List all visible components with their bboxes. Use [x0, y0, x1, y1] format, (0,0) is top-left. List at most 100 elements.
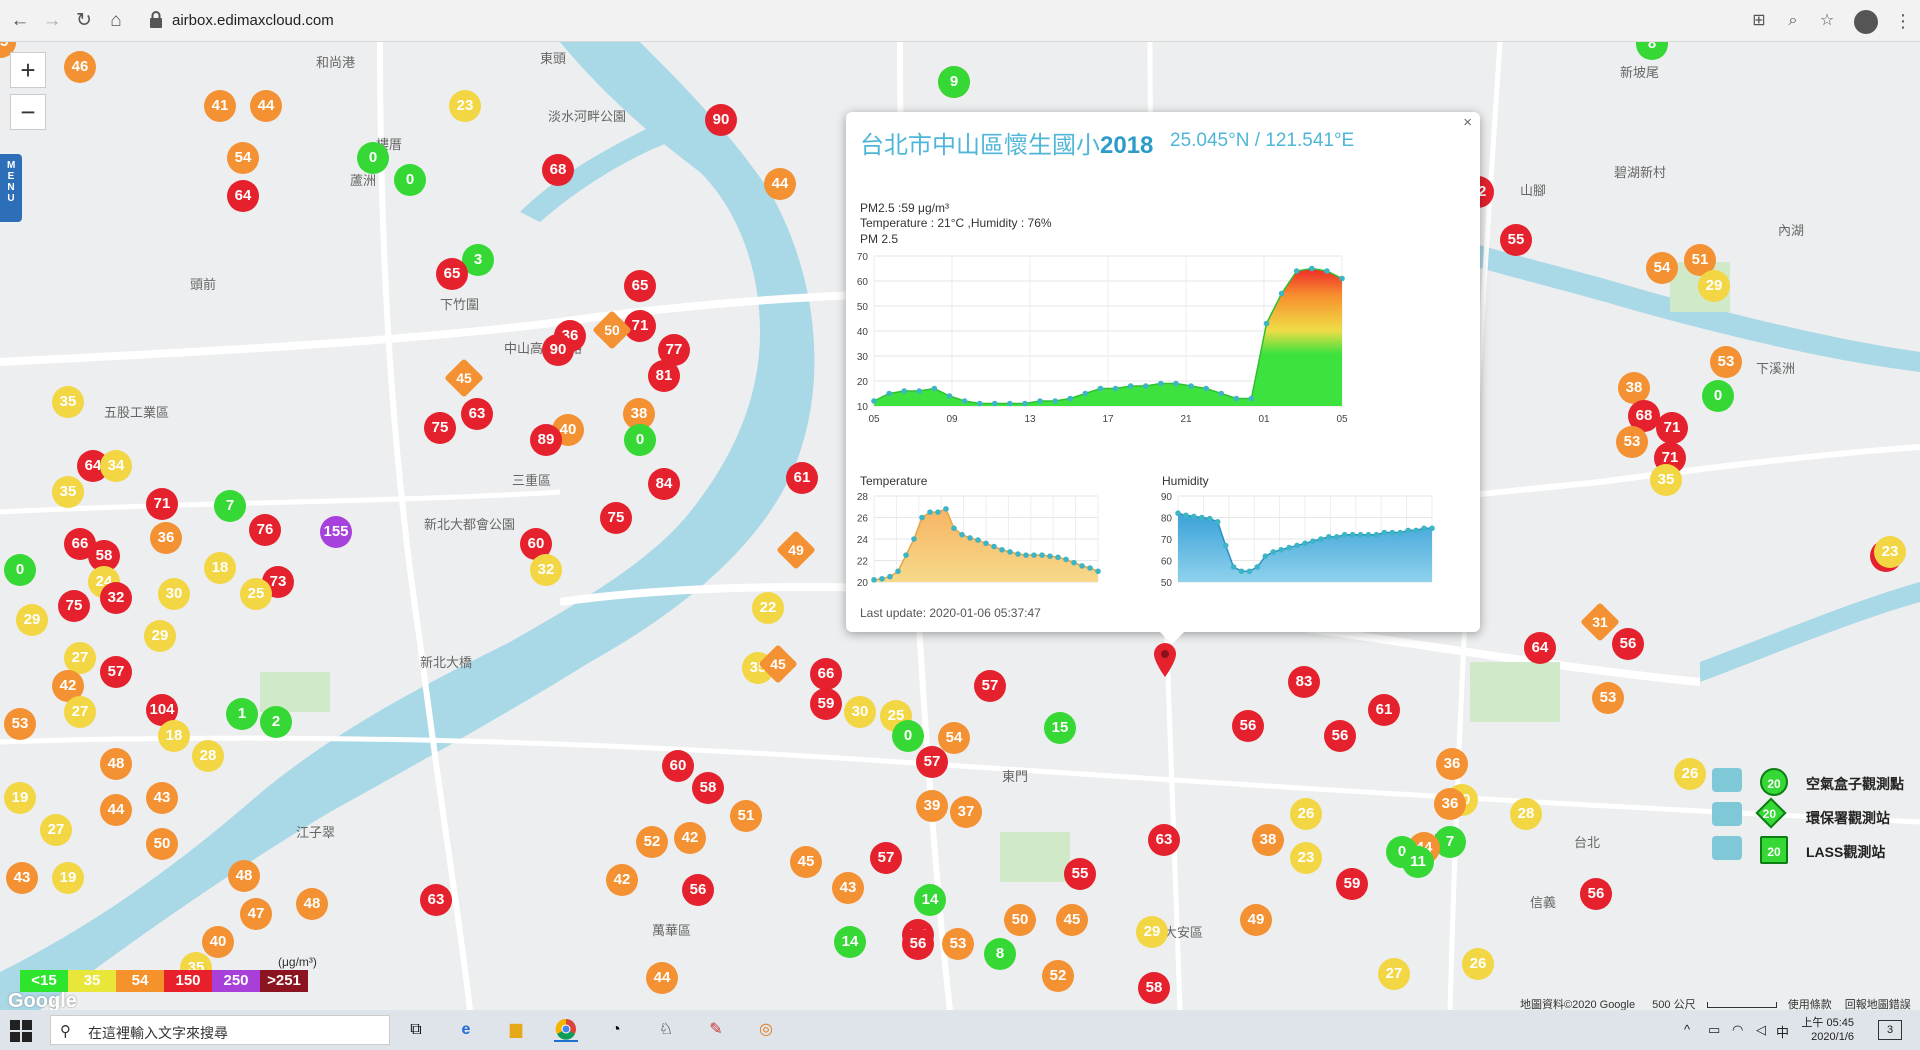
station-marker[interactable]: 44	[646, 962, 678, 994]
blender-icon[interactable]: ◎	[759, 1021, 773, 1038]
station-marker[interactable]: 30	[844, 696, 876, 728]
station-marker[interactable]: 48	[296, 888, 328, 920]
zoom-in-button[interactable]: +	[10, 52, 46, 88]
bookmark-star-icon[interactable]: ☆	[1819, 12, 1835, 29]
clock-time[interactable]: 上午 05:45	[1801, 1017, 1854, 1029]
station-marker[interactable]: 65	[436, 258, 468, 290]
station-marker[interactable]: 11	[1402, 846, 1434, 878]
station-marker[interactable]: 68	[542, 154, 574, 186]
reload-icon[interactable]: ↻	[76, 10, 92, 31]
station-marker[interactable]: 44	[100, 794, 132, 826]
station-marker[interactable]: 35	[52, 386, 84, 418]
station-marker[interactable]: 55	[1064, 858, 1096, 890]
station-marker[interactable]: 28	[1510, 798, 1542, 830]
station-marker[interactable]: 23	[449, 90, 481, 122]
app-icon-3[interactable]: ✎	[709, 1021, 723, 1038]
station-marker[interactable]: 48	[228, 860, 260, 892]
app-icon-1[interactable]: ◔	[611, 1021, 621, 1038]
station-marker[interactable]: 54	[938, 722, 970, 754]
browser-menu-icon[interactable]: ⋮	[1894, 11, 1912, 31]
map-canvas[interactable]: 和尚港東頭淡水河畔公園樓厝蘆洲五股工業區三重區新北大都會公園台北大安區台北信義萬…	[0, 42, 1920, 1010]
station-marker[interactable]: 51	[1684, 244, 1716, 276]
station-marker[interactable]: 63	[461, 398, 493, 430]
station-marker[interactable]: 36	[1436, 748, 1468, 780]
station-marker[interactable]: 9	[938, 66, 970, 98]
station-marker[interactable]: 29	[16, 604, 48, 636]
station-marker[interactable]: 155	[320, 516, 352, 548]
station-marker[interactable]: 59	[1336, 868, 1368, 900]
station-marker[interactable]: 89	[530, 424, 562, 456]
station-marker[interactable]: 45	[790, 846, 822, 878]
station-marker[interactable]: 36	[1434, 788, 1466, 820]
station-marker[interactable]: 53	[4, 708, 36, 740]
station-marker[interactable]: 32	[100, 582, 132, 614]
forward-icon[interactable]: →	[42, 10, 62, 31]
station-marker[interactable]: 0	[1702, 380, 1734, 412]
station-marker[interactable]: 57	[916, 746, 948, 778]
station-marker[interactable]: 29	[1698, 270, 1730, 302]
station-marker[interactable]: 56	[1324, 720, 1356, 752]
station-marker[interactable]: 58	[1138, 972, 1170, 1004]
wifi-icon[interactable]: ◠	[1732, 1022, 1744, 1037]
address-bar[interactable]: airbox.edimaxcloud.com	[172, 12, 334, 29]
station-marker[interactable]: 57	[100, 656, 132, 688]
selected-station-pin-icon[interactable]	[1152, 642, 1178, 678]
station-marker[interactable]: 0	[394, 164, 426, 196]
station-marker[interactable]: 63	[420, 884, 452, 916]
station-marker[interactable]: 26	[1674, 758, 1706, 790]
close-popup-button[interactable]: ×	[1463, 114, 1472, 131]
home-icon[interactable]: ⌂	[110, 10, 122, 31]
file-explorer-icon[interactable]: ▆	[509, 1021, 523, 1038]
station-marker[interactable]: 75	[600, 502, 632, 534]
station-marker[interactable]: 42	[606, 864, 638, 896]
station-marker[interactable]: 46	[64, 51, 96, 83]
station-marker[interactable]: 0	[4, 554, 36, 586]
station-marker[interactable]: 7	[1434, 826, 1466, 858]
station-marker[interactable]: 34	[100, 450, 132, 482]
station-marker[interactable]: 14	[834, 926, 866, 958]
station-marker[interactable]: 55	[1500, 224, 1532, 256]
station-marker[interactable]: 61	[786, 462, 818, 494]
station-marker[interactable]: 45	[1056, 904, 1088, 936]
station-marker[interactable]: 51	[730, 800, 762, 832]
station-marker[interactable]: 66	[810, 658, 842, 690]
station-marker[interactable]: 41	[204, 90, 236, 122]
tray-chevron-icon[interactable]: ^	[1684, 1022, 1691, 1037]
station-marker[interactable]: 19	[52, 862, 84, 894]
epa-station-marker[interactable]: 31	[1580, 602, 1620, 642]
station-marker[interactable]: 44	[764, 168, 796, 200]
station-marker[interactable]: 22	[752, 592, 784, 624]
station-marker[interactable]: 53	[942, 928, 974, 960]
station-marker[interactable]: 43	[832, 872, 864, 904]
station-marker[interactable]: 2	[260, 706, 292, 738]
station-marker[interactable]: 75	[424, 412, 456, 444]
station-marker[interactable]: 27	[40, 814, 72, 846]
station-marker[interactable]: 84	[648, 468, 680, 500]
station-marker[interactable]: 37	[950, 796, 982, 828]
station-marker[interactable]: 71	[146, 488, 178, 520]
station-marker[interactable]: 0	[892, 720, 924, 752]
terms-link[interactable]: 使用條款	[1787, 999, 1832, 1010]
profile-avatar-icon[interactable]	[1854, 10, 1878, 34]
station-marker[interactable]: 64	[227, 180, 259, 212]
station-marker[interactable]: 56	[902, 928, 934, 960]
station-marker[interactable]: 38	[1618, 372, 1650, 404]
station-marker[interactable]: 1	[226, 698, 258, 730]
station-marker[interactable]: 71	[1656, 412, 1688, 444]
station-marker[interactable]: 43	[6, 862, 38, 894]
station-marker[interactable]: 65	[624, 270, 656, 302]
station-marker[interactable]: 0	[357, 142, 389, 174]
task-view-icon[interactable]: ⧉	[410, 1021, 422, 1038]
epa-station-marker[interactable]: 45	[758, 644, 798, 684]
station-marker[interactable]: 90	[705, 104, 737, 136]
station-marker[interactable]: 15	[1044, 712, 1076, 744]
station-marker[interactable]: 75	[58, 590, 90, 622]
station-marker[interactable]: 18	[158, 720, 190, 752]
station-marker[interactable]: 53	[1616, 426, 1648, 458]
zoom-out-button[interactable]: −	[10, 94, 46, 130]
station-marker[interactable]: 27	[64, 696, 96, 728]
station-marker[interactable]: 26	[1462, 948, 1494, 980]
station-marker[interactable]: 58	[88, 540, 120, 572]
station-marker[interactable]: 52	[636, 826, 668, 858]
station-marker[interactable]: 61	[1368, 694, 1400, 726]
